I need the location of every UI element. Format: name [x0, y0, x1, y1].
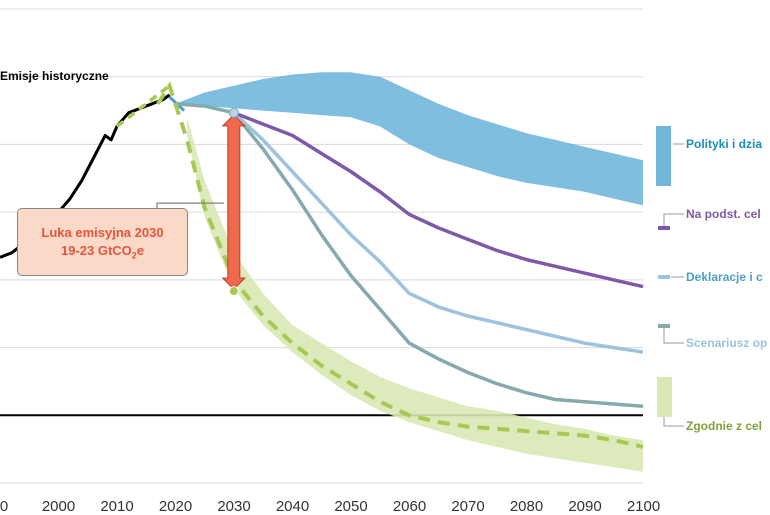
- legend-label-na-podst: Na podst. cel: [686, 207, 761, 221]
- emission-gap-value: 19-23 GtCO2e: [60, 243, 145, 261]
- x-tick-label: 2030: [217, 498, 250, 515]
- scenario-lines: [0, 81, 644, 449]
- legend-swatch-polityki: [656, 126, 671, 186]
- legend-swatch-zgodnie: [657, 377, 672, 417]
- series-line-zgodnie: [156, 81, 644, 449]
- x-tick-label: 0: [0, 498, 8, 515]
- gap-connector: [156, 202, 224, 208]
- series-line-scenariusz: [175, 102, 644, 409]
- legend-swatch-deklaracje: [658, 275, 670, 279]
- legend-swatch-scenariusz: [658, 324, 670, 328]
- x-tick-label: 2020: [159, 498, 192, 515]
- legend-leader: [663, 213, 684, 226]
- legend-label-scenariusz: Scenariusz op: [686, 336, 767, 350]
- historical-overlap: [115, 84, 171, 128]
- x-tick-label: 2010: [100, 498, 133, 515]
- emission-gap-box: Luka emisyjna 2030 19-23 GtCO2e: [17, 208, 188, 276]
- x-tick-label: 2000: [42, 498, 75, 515]
- x-tick-label: 2050: [334, 498, 367, 515]
- legend-leader: [663, 328, 684, 344]
- series-line-deklaracje: [232, 111, 644, 354]
- x-tick-label: 2040: [276, 498, 309, 515]
- legend-swatch-na-podst: [658, 226, 670, 230]
- x-tick-label: 2100: [627, 498, 660, 515]
- emission-gap-annotation: [156, 107, 247, 297]
- x-tick-label: 2080: [510, 498, 543, 515]
- x-tick-label: 2060: [393, 498, 426, 515]
- legend-leader: [663, 417, 684, 427]
- label-emisje-historyczne: Emisje historyczne: [0, 69, 109, 83]
- legend-label-deklaracje: Deklaracje i c: [686, 270, 763, 284]
- series-line-na-podst: [233, 111, 644, 289]
- gap-point-top: [228, 107, 239, 118]
- legend-label-zgodnie: Zgodnie z cel: [686, 419, 762, 433]
- emission-gap-title: Luka emisyjna 2030: [41, 225, 164, 240]
- x-tick-label: 2070: [451, 498, 484, 515]
- legend-label-polityki: Polityki i dzia: [686, 137, 762, 151]
- x-axis-ticks: 0 2000 2010 2020 2030 2040 2050 2060 2070 2080 209…: [0, 498, 660, 515]
- x-tick-label: 2090: [568, 498, 601, 515]
- band-polityki: [175, 72, 643, 206]
- legend: Polityki i dzia Na podst. cel Deklaracje i…: [0, 69, 767, 433]
- gap-point-bottom: [228, 286, 239, 297]
